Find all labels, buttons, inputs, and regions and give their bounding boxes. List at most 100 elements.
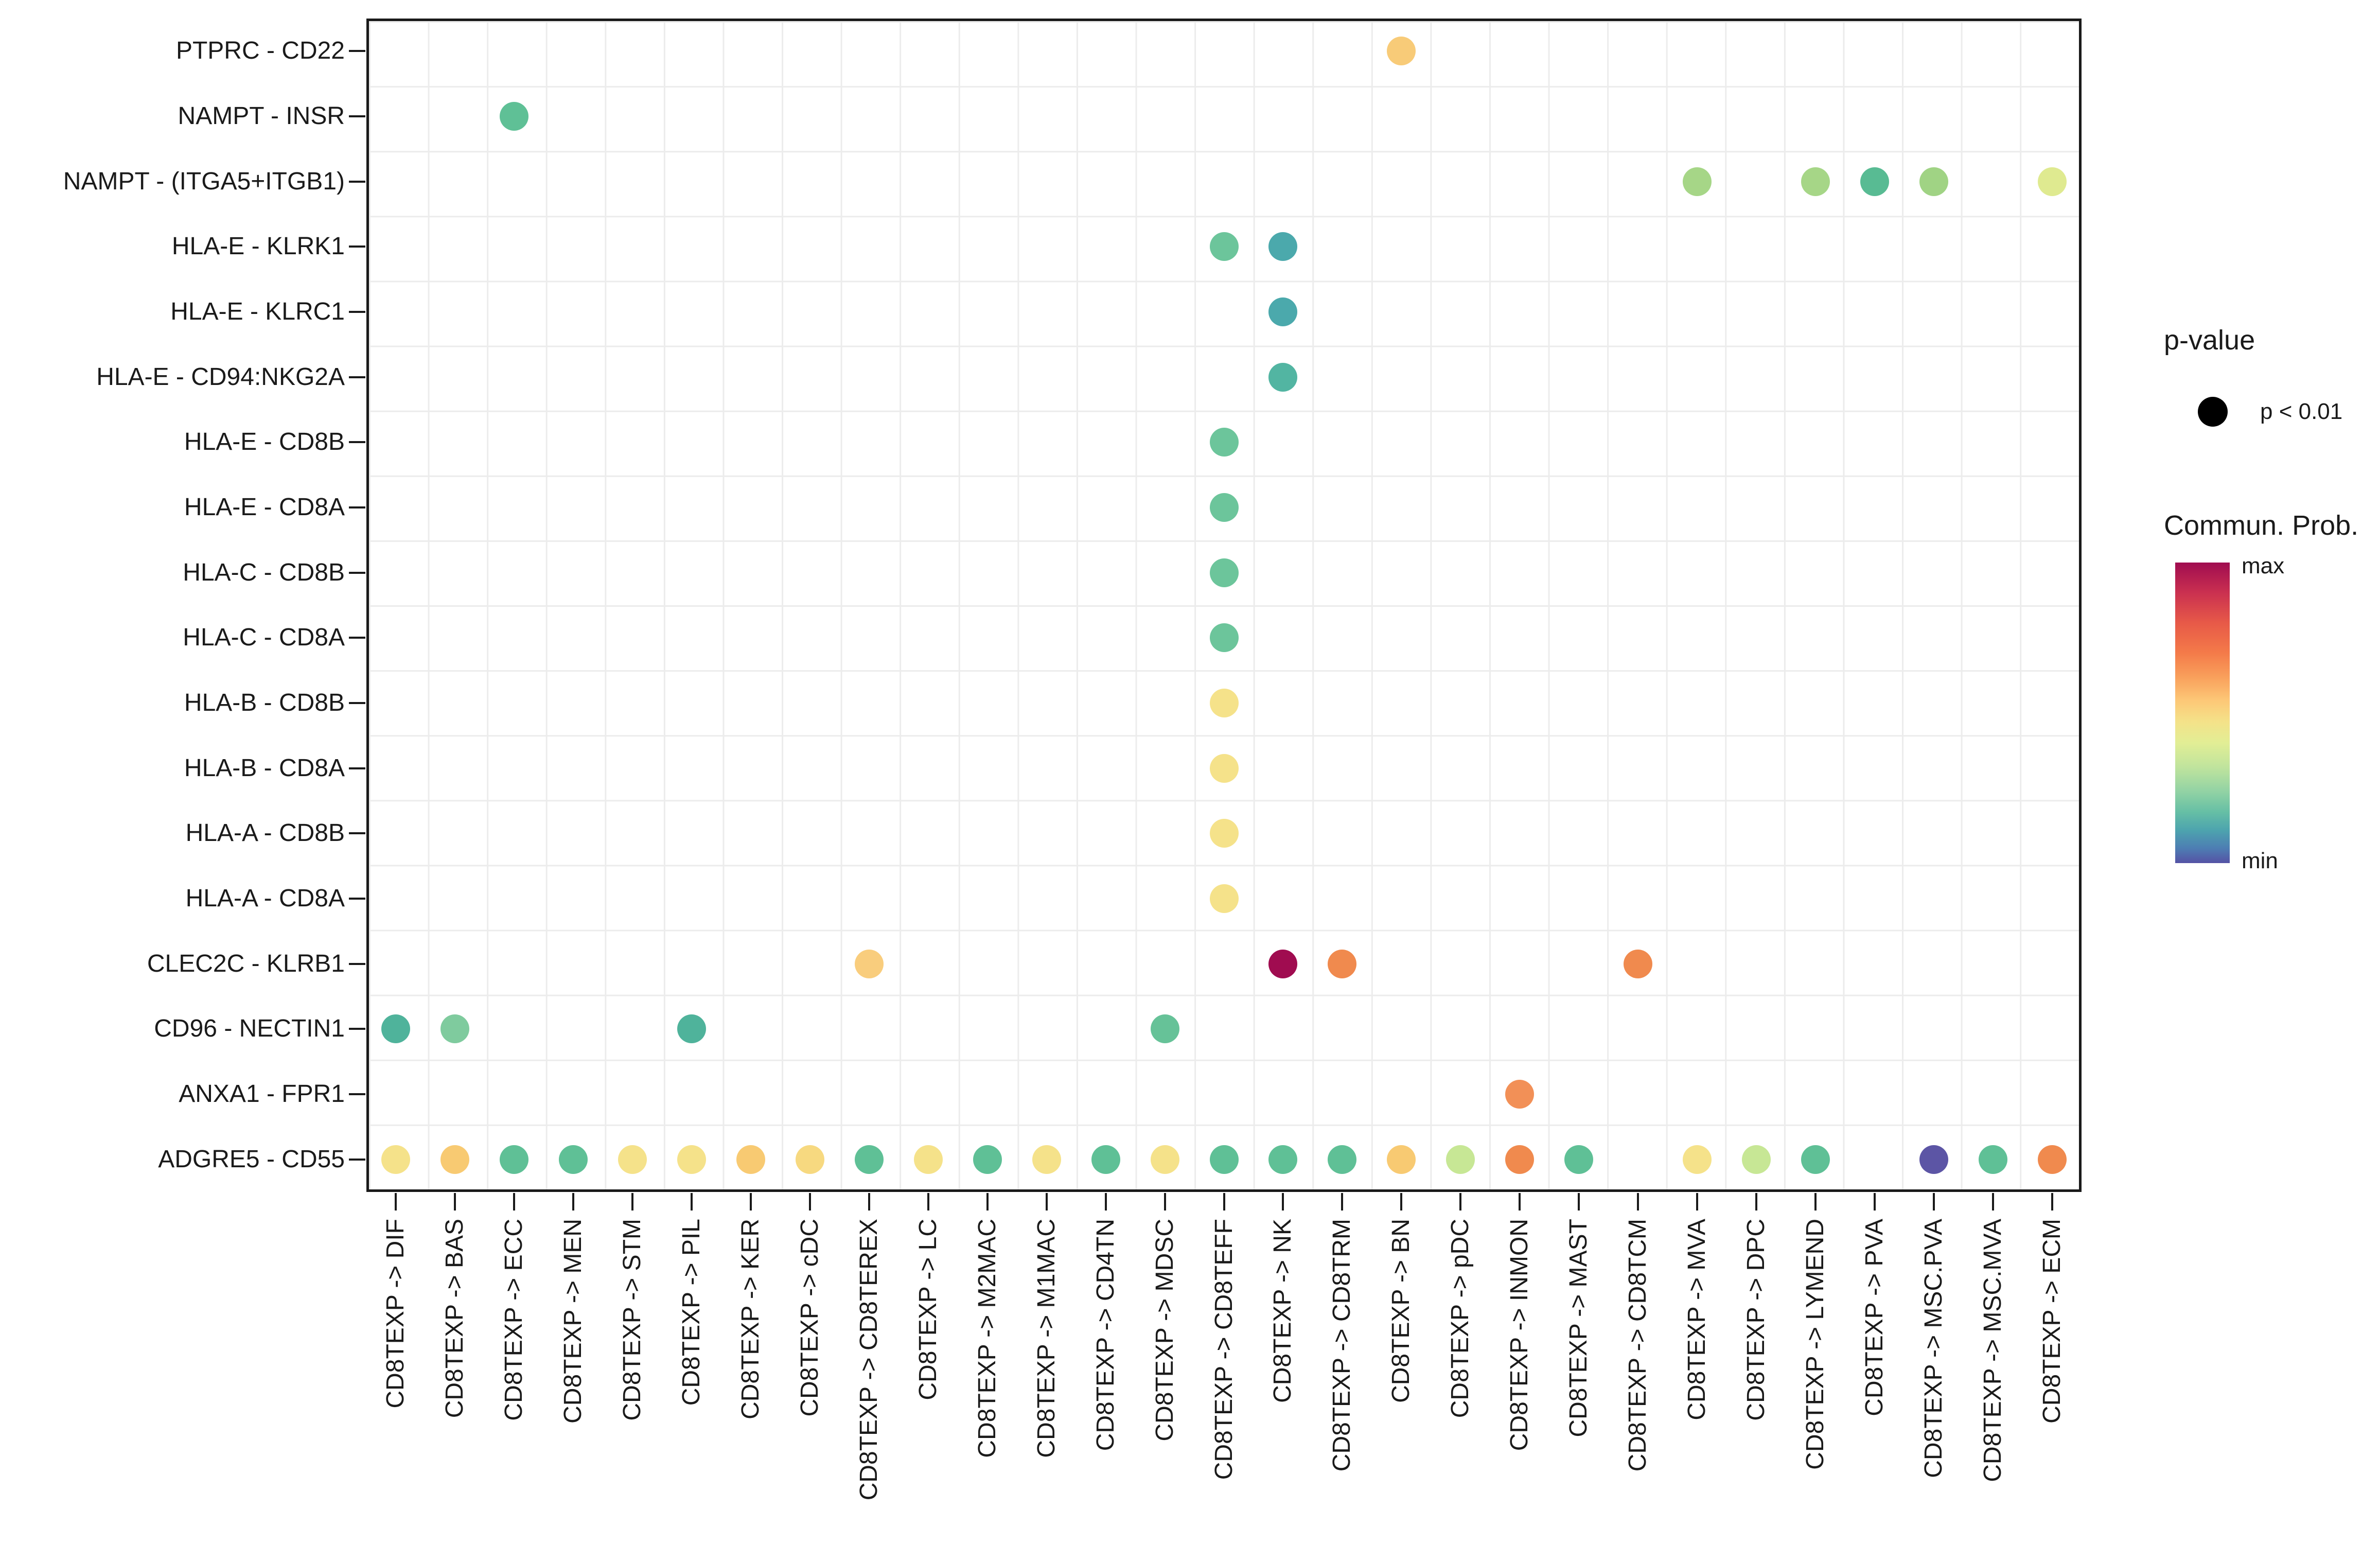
data-point: [1801, 1145, 1830, 1174]
x-tick: [1991, 1193, 1994, 1210]
data-point: [1328, 949, 1357, 978]
x-axis-label: CD8TEXP -> NK: [1269, 1219, 1297, 1403]
x-tick: [1696, 1193, 1698, 1210]
x-tick: [2051, 1193, 2053, 1210]
y-axis-label: HLA-E - CD94:NKG2A: [96, 363, 345, 391]
x-axis-label: CD8TEXP -> DPC: [1742, 1219, 1770, 1421]
data-point: [1801, 167, 1830, 196]
x-axis-label: CD8TEXP -> PVA: [1860, 1219, 1888, 1416]
y-axis-label: ANXA1 - FPR1: [179, 1080, 345, 1108]
data-point: [1268, 362, 1298, 392]
data-point: [1446, 1145, 1475, 1174]
x-axis-label: CD8TEXP -> M2MAC: [973, 1219, 1001, 1458]
data-point: [736, 1145, 766, 1174]
y-axis-label: HLA-E - KLRK1: [171, 233, 345, 260]
y-tick: [349, 311, 365, 313]
data-point: [1505, 1145, 1535, 1174]
data-point: [1032, 1145, 1061, 1174]
x-tick: [1223, 1193, 1225, 1210]
data-point: [913, 1145, 943, 1174]
y-axis-label: PTPRC - CD22: [175, 37, 345, 65]
y-tick: [349, 962, 365, 965]
x-tick: [808, 1193, 811, 1210]
y-tick: [349, 702, 365, 704]
data-point: [2037, 167, 2067, 196]
x-axis-label: CD8TEXP -> BN: [1387, 1219, 1415, 1403]
y-tick: [349, 767, 365, 769]
data-point: [1268, 949, 1298, 978]
x-tick: [1755, 1193, 1757, 1210]
y-tick: [349, 571, 365, 574]
x-axis-label: CD8TEXP -> CD8TEREX: [855, 1219, 883, 1501]
x-tick: [691, 1193, 693, 1210]
colorbar-gradient: [2175, 563, 2230, 863]
x-tick: [986, 1193, 989, 1210]
pvalue-item-label: p < 0.01: [2260, 399, 2343, 424]
data-point: [854, 1145, 884, 1174]
x-axis-label: CD8TEXP -> INMON: [1506, 1219, 1533, 1451]
x-tick: [513, 1193, 516, 1210]
x-axis-label: CD8TEXP -> pDC: [1447, 1219, 1474, 1418]
x-axis-label: CD8TEXP -> CD8TEFF: [1210, 1219, 1238, 1480]
data-point: [1268, 232, 1298, 261]
data-point: [1978, 1145, 2007, 1174]
data-point: [1209, 1145, 1239, 1174]
x-tick: [1282, 1193, 1284, 1210]
x-axis-label: CD8TEXP -> LYMEND: [1801, 1219, 1829, 1470]
x-tick: [1637, 1193, 1639, 1210]
data-point: [1328, 1145, 1357, 1174]
x-tick: [750, 1193, 752, 1210]
x-tick: [1578, 1193, 1580, 1210]
y-tick: [349, 1093, 365, 1095]
data-point: [1268, 1145, 1298, 1174]
data-point: [440, 1145, 470, 1174]
data-point: [1505, 1080, 1535, 1109]
data-point: [1682, 1145, 1712, 1174]
x-tick: [631, 1193, 634, 1210]
x-axis-label: CD8TEXP -> CD8TCM: [1624, 1219, 1652, 1472]
data-point: [500, 1145, 529, 1174]
data-point: [973, 1145, 1002, 1174]
data-point: [440, 1014, 470, 1044]
y-axis-label: HLA-A - CD8B: [185, 819, 345, 847]
data-point: [1564, 1145, 1594, 1174]
y-tick: [349, 376, 365, 378]
x-axis-label: CD8TEXP -> STM: [619, 1219, 646, 1421]
y-tick: [349, 115, 365, 117]
x-axis-label: CD8TEXP -> CD4TN: [1091, 1219, 1119, 1451]
x-axis-label: CD8TEXP -> MDSC: [1151, 1219, 1178, 1442]
pvalue-legend-title: p-value: [2164, 325, 2255, 356]
y-axis-label: NAMPT - INSR: [178, 102, 345, 130]
x-axis-label: CD8TEXP -> MAST: [1565, 1219, 1593, 1437]
y-axis-label: HLA-B - CD8B: [184, 689, 345, 716]
x-axis-label: CD8TEXP -> ECC: [500, 1219, 528, 1421]
data-point: [795, 1145, 824, 1174]
y-tick: [349, 1158, 365, 1161]
y-tick: [349, 898, 365, 900]
y-axis-label: HLA-E - KLRC1: [170, 298, 345, 325]
x-tick: [1814, 1193, 1817, 1210]
data-point: [1741, 1145, 1771, 1174]
x-tick: [1163, 1193, 1166, 1210]
x-tick: [395, 1193, 397, 1210]
data-point: [618, 1145, 647, 1174]
x-axis-label: CD8TEXP -> LC: [914, 1219, 942, 1400]
data-point: [1209, 558, 1239, 587]
colorbar-max-label: max: [2242, 553, 2285, 578]
x-axis-label: CD8TEXP -> ECM: [2038, 1219, 2066, 1424]
colorbar-title: Commun. Prob.: [2164, 510, 2359, 541]
y-tick: [349, 637, 365, 639]
data-point: [1209, 884, 1239, 913]
x-axis-label: CD8TEXP -> M1MAC: [1032, 1219, 1060, 1458]
data-point: [1209, 623, 1239, 653]
plot-panel: [366, 19, 2082, 1192]
x-axis-label: CD8TEXP -> MEN: [559, 1219, 587, 1424]
y-tick: [349, 1028, 365, 1030]
x-axis-label: CD8TEXP -> DIF: [382, 1219, 410, 1409]
colorbar-min-label: min: [2242, 848, 2278, 873]
x-axis-label: CD8TEXP -> CD8TRM: [1328, 1219, 1356, 1472]
y-axis-label: HLA-C - CD8B: [183, 558, 345, 586]
data-point: [1150, 1145, 1179, 1174]
y-axis-label: CD96 - NECTIN1: [154, 1015, 345, 1043]
data-point: [1209, 689, 1239, 717]
